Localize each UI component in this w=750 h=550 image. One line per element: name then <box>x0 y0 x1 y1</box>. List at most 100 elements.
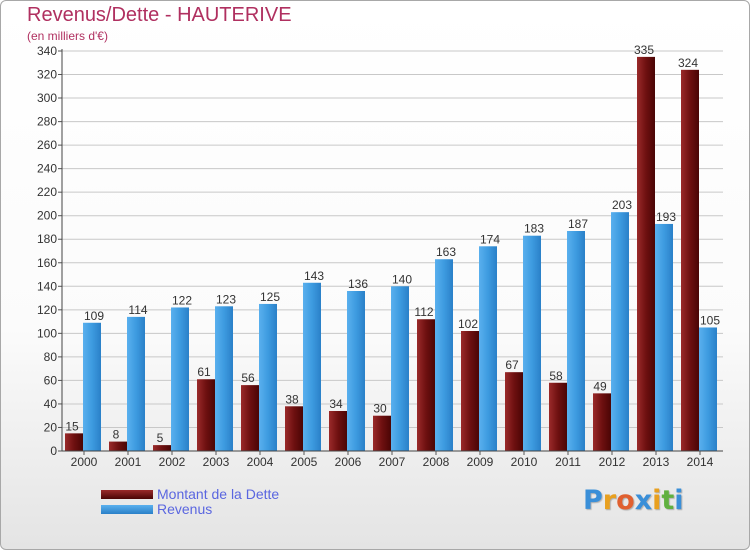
data-label-revenue: 140 <box>392 272 412 286</box>
data-label-revenue: 114 <box>128 303 147 317</box>
bar-revenue <box>479 246 497 451</box>
chart-title: Revenus/Dette - HAUTERIVE <box>27 4 292 26</box>
bar-revenue <box>171 307 189 451</box>
x-tick-label: 2007 <box>379 455 406 469</box>
y-tick-label: 260 <box>37 138 57 152</box>
y-tick-label: 60 <box>44 373 58 387</box>
data-label-revenue: 122 <box>172 293 192 307</box>
data-label-debt: 30 <box>373 402 387 416</box>
bar-revenue <box>611 212 629 451</box>
bar-revenue <box>699 327 717 451</box>
bar-debt <box>593 393 611 451</box>
bar-debt <box>417 319 435 451</box>
logo-letter: i <box>674 485 684 516</box>
bar-revenue <box>303 282 321 451</box>
y-tick-label: 120 <box>37 303 57 317</box>
chart-subtitle: (en milliers d'€) <box>27 29 108 43</box>
y-tick-label: 340 <box>37 44 57 58</box>
bar-debt <box>197 379 215 451</box>
y-tick-label: 40 <box>44 397 58 411</box>
y-tick-label: 80 <box>44 350 58 364</box>
data-label-debt: 5 <box>157 431 164 445</box>
logo-letter: x <box>634 485 653 516</box>
x-tick-label: 2011 <box>555 455 581 469</box>
data-label-revenue: 174 <box>480 232 500 246</box>
y-tick-label: 220 <box>37 185 57 199</box>
bar-debt <box>681 69 699 451</box>
bar-revenue <box>83 322 101 451</box>
data-label-debt: 324 <box>678 56 698 70</box>
y-tick-label: 300 <box>37 91 57 105</box>
bar-debt <box>153 445 171 451</box>
y-tick-label: 320 <box>37 68 57 82</box>
bar-revenue <box>655 223 673 451</box>
data-label-revenue: 105 <box>700 313 720 327</box>
x-tick-label: 2013 <box>643 455 670 469</box>
legend-swatch-revenue <box>101 505 153 514</box>
data-label-debt: 67 <box>505 358 519 372</box>
x-tick-label: 2009 <box>467 455 494 469</box>
bar-revenue <box>127 316 145 451</box>
bar-debt <box>461 331 479 451</box>
proxiti-logo: Proxiti <box>583 485 684 516</box>
data-label-revenue: 143 <box>304 269 324 283</box>
data-label-revenue: 187 <box>568 217 588 231</box>
bar-debt <box>329 411 347 451</box>
bar-revenue <box>391 286 409 451</box>
bar-revenue <box>435 259 453 451</box>
data-label-debt: 335 <box>634 43 654 57</box>
legend-swatch-debt <box>101 490 153 499</box>
x-tick-label: 2006 <box>335 455 362 469</box>
data-label-revenue: 136 <box>348 277 368 291</box>
logo-letter: i <box>652 485 662 516</box>
y-tick-label: 20 <box>44 420 58 434</box>
data-label-debt: 8 <box>113 428 120 442</box>
data-label-debt: 38 <box>285 392 299 406</box>
bar-debt <box>373 415 391 451</box>
data-label-debt: 34 <box>329 397 343 411</box>
bar-debt <box>637 56 655 451</box>
data-label-debt: 102 <box>458 317 478 331</box>
data-label-debt: 56 <box>241 371 255 385</box>
bar-revenue <box>523 235 541 451</box>
data-label-revenue: 163 <box>436 245 456 259</box>
x-tick-label: 2002 <box>159 455 186 469</box>
y-tick-label: 100 <box>37 326 57 340</box>
bar-revenue <box>347 291 365 451</box>
bar-revenue <box>567 231 585 451</box>
data-label-debt: 49 <box>593 379 607 393</box>
x-tick-label: 2012 <box>599 455 626 469</box>
logo-letter: P <box>583 485 603 516</box>
x-tick-label: 2005 <box>291 455 318 469</box>
y-tick-label: 280 <box>37 115 57 129</box>
y-tick-label: 160 <box>37 256 57 270</box>
data-label-debt: 112 <box>414 305 433 319</box>
logo-letter: t <box>661 485 675 516</box>
x-tick-label: 2003 <box>203 455 230 469</box>
bar-debt <box>241 385 259 451</box>
x-tick-label: 2001 <box>115 455 142 469</box>
y-tick-label: 140 <box>37 279 57 293</box>
data-label-debt: 61 <box>197 365 211 379</box>
bar-debt <box>109 441 127 451</box>
data-label-revenue: 125 <box>260 290 280 304</box>
bar-debt <box>65 433 83 451</box>
data-label-debt: 15 <box>65 419 79 433</box>
y-tick-label: 240 <box>37 162 57 176</box>
logo-letter: o <box>616 485 635 516</box>
bar-revenue <box>259 303 277 451</box>
x-tick-label: 2014 <box>687 455 714 469</box>
bar-debt <box>549 382 567 451</box>
bar-debt <box>505 372 523 451</box>
x-tick-label: 2004 <box>247 455 274 469</box>
data-label-revenue: 109 <box>84 309 104 323</box>
legend-label-revenue: Revenus <box>157 501 213 517</box>
data-label-revenue: 183 <box>524 222 544 236</box>
logo-letter: r <box>602 485 617 516</box>
x-tick-label: 2000 <box>71 455 98 469</box>
x-tick-label: 2010 <box>511 455 538 469</box>
y-tick-label: 0 <box>50 444 57 458</box>
bar-revenue <box>215 306 233 451</box>
